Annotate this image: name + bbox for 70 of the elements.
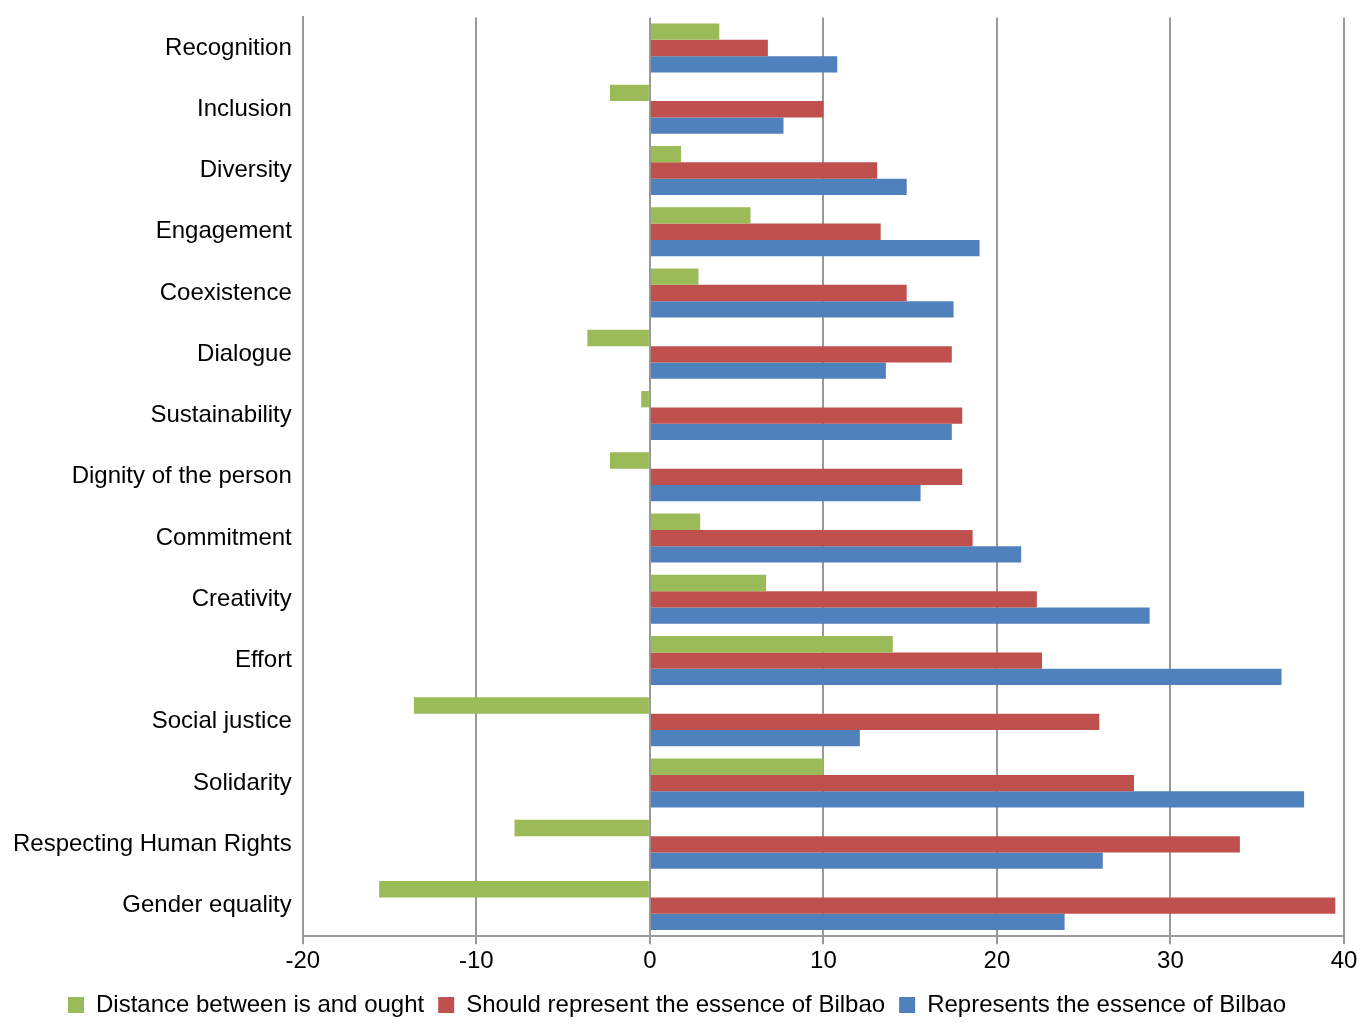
- bar: [650, 484, 921, 502]
- bar: [650, 284, 907, 302]
- y-tick-label: Sustainability: [150, 400, 292, 428]
- bar: [650, 668, 1282, 686]
- bar: [650, 791, 1305, 808]
- bar: [650, 162, 878, 179]
- bar: [650, 774, 1135, 792]
- bar: [650, 546, 1022, 563]
- y-tick-label: Coexistence: [159, 277, 292, 305]
- y-tick-label: Creativity: [191, 583, 292, 611]
- bar: [609, 84, 649, 102]
- y-tick-label: Solidarity: [193, 767, 292, 795]
- x-tick-label: 30: [1157, 946, 1184, 974]
- bar: [514, 819, 649, 837]
- bar: [650, 239, 980, 257]
- y-tick-label: Diversity: [199, 155, 292, 183]
- bar: [650, 56, 838, 73]
- bar: [650, 913, 1065, 931]
- y-tick-label: Dignity of the person: [71, 461, 292, 489]
- bar: [650, 346, 952, 363]
- bar: [650, 836, 1240, 853]
- bar: [650, 591, 1037, 608]
- bar: [650, 758, 824, 775]
- bar: [650, 23, 720, 40]
- bar: [650, 301, 954, 318]
- bar: [650, 39, 768, 57]
- y-tick-label: Social justice: [151, 706, 292, 734]
- legend-label: Distance between is and ought: [95, 989, 425, 1017]
- legend-label: Represents the essence of Bilbao: [927, 989, 1287, 1017]
- bar: [650, 101, 824, 118]
- bar: [587, 329, 649, 347]
- bar: [650, 513, 701, 530]
- x-tick-label: -10: [458, 946, 494, 974]
- bar: [650, 223, 881, 240]
- y-tick-label: Commitment: [155, 522, 293, 550]
- bar: [413, 697, 649, 714]
- legend-label: Should represent the essence of Bilbao: [466, 989, 886, 1017]
- bar: [650, 852, 1103, 869]
- y-tick-label: Recognition: [165, 32, 292, 60]
- bar: [650, 574, 767, 592]
- bar: [650, 207, 751, 224]
- y-tick-label: Respecting Human Rights: [12, 828, 292, 856]
- y-tick-label: Inclusion: [197, 93, 292, 121]
- bar: [650, 146, 682, 163]
- bar: [641, 391, 649, 408]
- bar: [650, 729, 860, 747]
- y-tick-label: Effort: [234, 645, 293, 673]
- bar: [650, 117, 784, 134]
- y-tick-label: Dialogue: [197, 338, 292, 366]
- x-tick-label: 10: [810, 946, 837, 974]
- bar: [609, 452, 649, 469]
- bar: [379, 881, 649, 898]
- bar: [650, 607, 1150, 624]
- bar: [650, 529, 973, 547]
- x-tick-label: -20: [285, 946, 321, 974]
- x-tick-label: 20: [983, 946, 1011, 974]
- y-tick-label: Engagement: [155, 216, 293, 244]
- x-tick-label: 40: [1330, 946, 1358, 974]
- bar: [650, 178, 907, 196]
- bar: [650, 362, 886, 379]
- x-tick-label: 0: [643, 946, 657, 974]
- bar: [650, 423, 952, 441]
- bar: [650, 713, 1100, 730]
- bar: [650, 268, 699, 285]
- y-tick-label: Gender equality: [122, 890, 292, 918]
- bar: [650, 897, 1336, 914]
- bar: [650, 468, 963, 485]
- bar: [650, 652, 1043, 669]
- bar: [650, 407, 963, 424]
- bar: [650, 636, 893, 653]
